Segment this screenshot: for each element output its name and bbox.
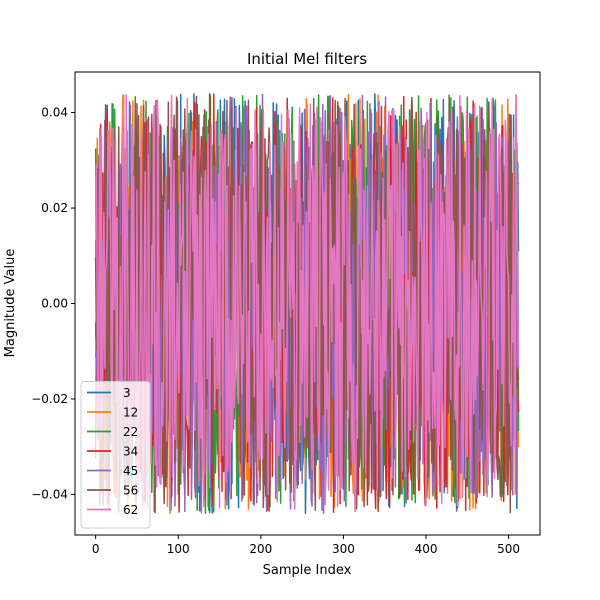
y-axis: −0.04 −0.02 0.00 0.02 0.04 (31, 106, 75, 501)
x-tick-label: 0 (92, 542, 100, 556)
x-tick-label: 300 (332, 542, 355, 556)
legend-box (80, 381, 151, 529)
x-tick-label: 400 (415, 542, 438, 556)
x-tick-label: 200 (249, 542, 272, 556)
y-tick-label: 0.00 (41, 297, 68, 311)
y-tick-label: −0.02 (31, 392, 68, 406)
legend-label: 22 (123, 425, 138, 439)
series-line-62 (94, 94, 520, 513)
y-tick-label: 0.02 (41, 201, 68, 215)
legend-label: 62 (123, 503, 138, 517)
legend-label: 12 (123, 406, 138, 420)
x-axis-label: Sample Index (263, 563, 352, 578)
x-tick-label: 500 (497, 542, 520, 556)
legend-label: 56 (123, 484, 138, 498)
x-axis: 0 100 200 300 400 500 (92, 535, 520, 556)
legend-label: 3 (123, 386, 131, 400)
legend-label: 34 (123, 445, 138, 459)
y-tick-label: −0.04 (31, 487, 68, 501)
legend-label: 45 (123, 464, 138, 478)
legend: 3 12 22 34 45 56 62 (80, 381, 151, 529)
y-tick-label: 0.04 (41, 106, 68, 120)
chart-title: Initial Mel filters (247, 50, 367, 68)
y-axis-label: Magnitude Value (3, 249, 18, 358)
x-tick-label: 100 (167, 542, 190, 556)
series-layer (94, 92, 520, 515)
